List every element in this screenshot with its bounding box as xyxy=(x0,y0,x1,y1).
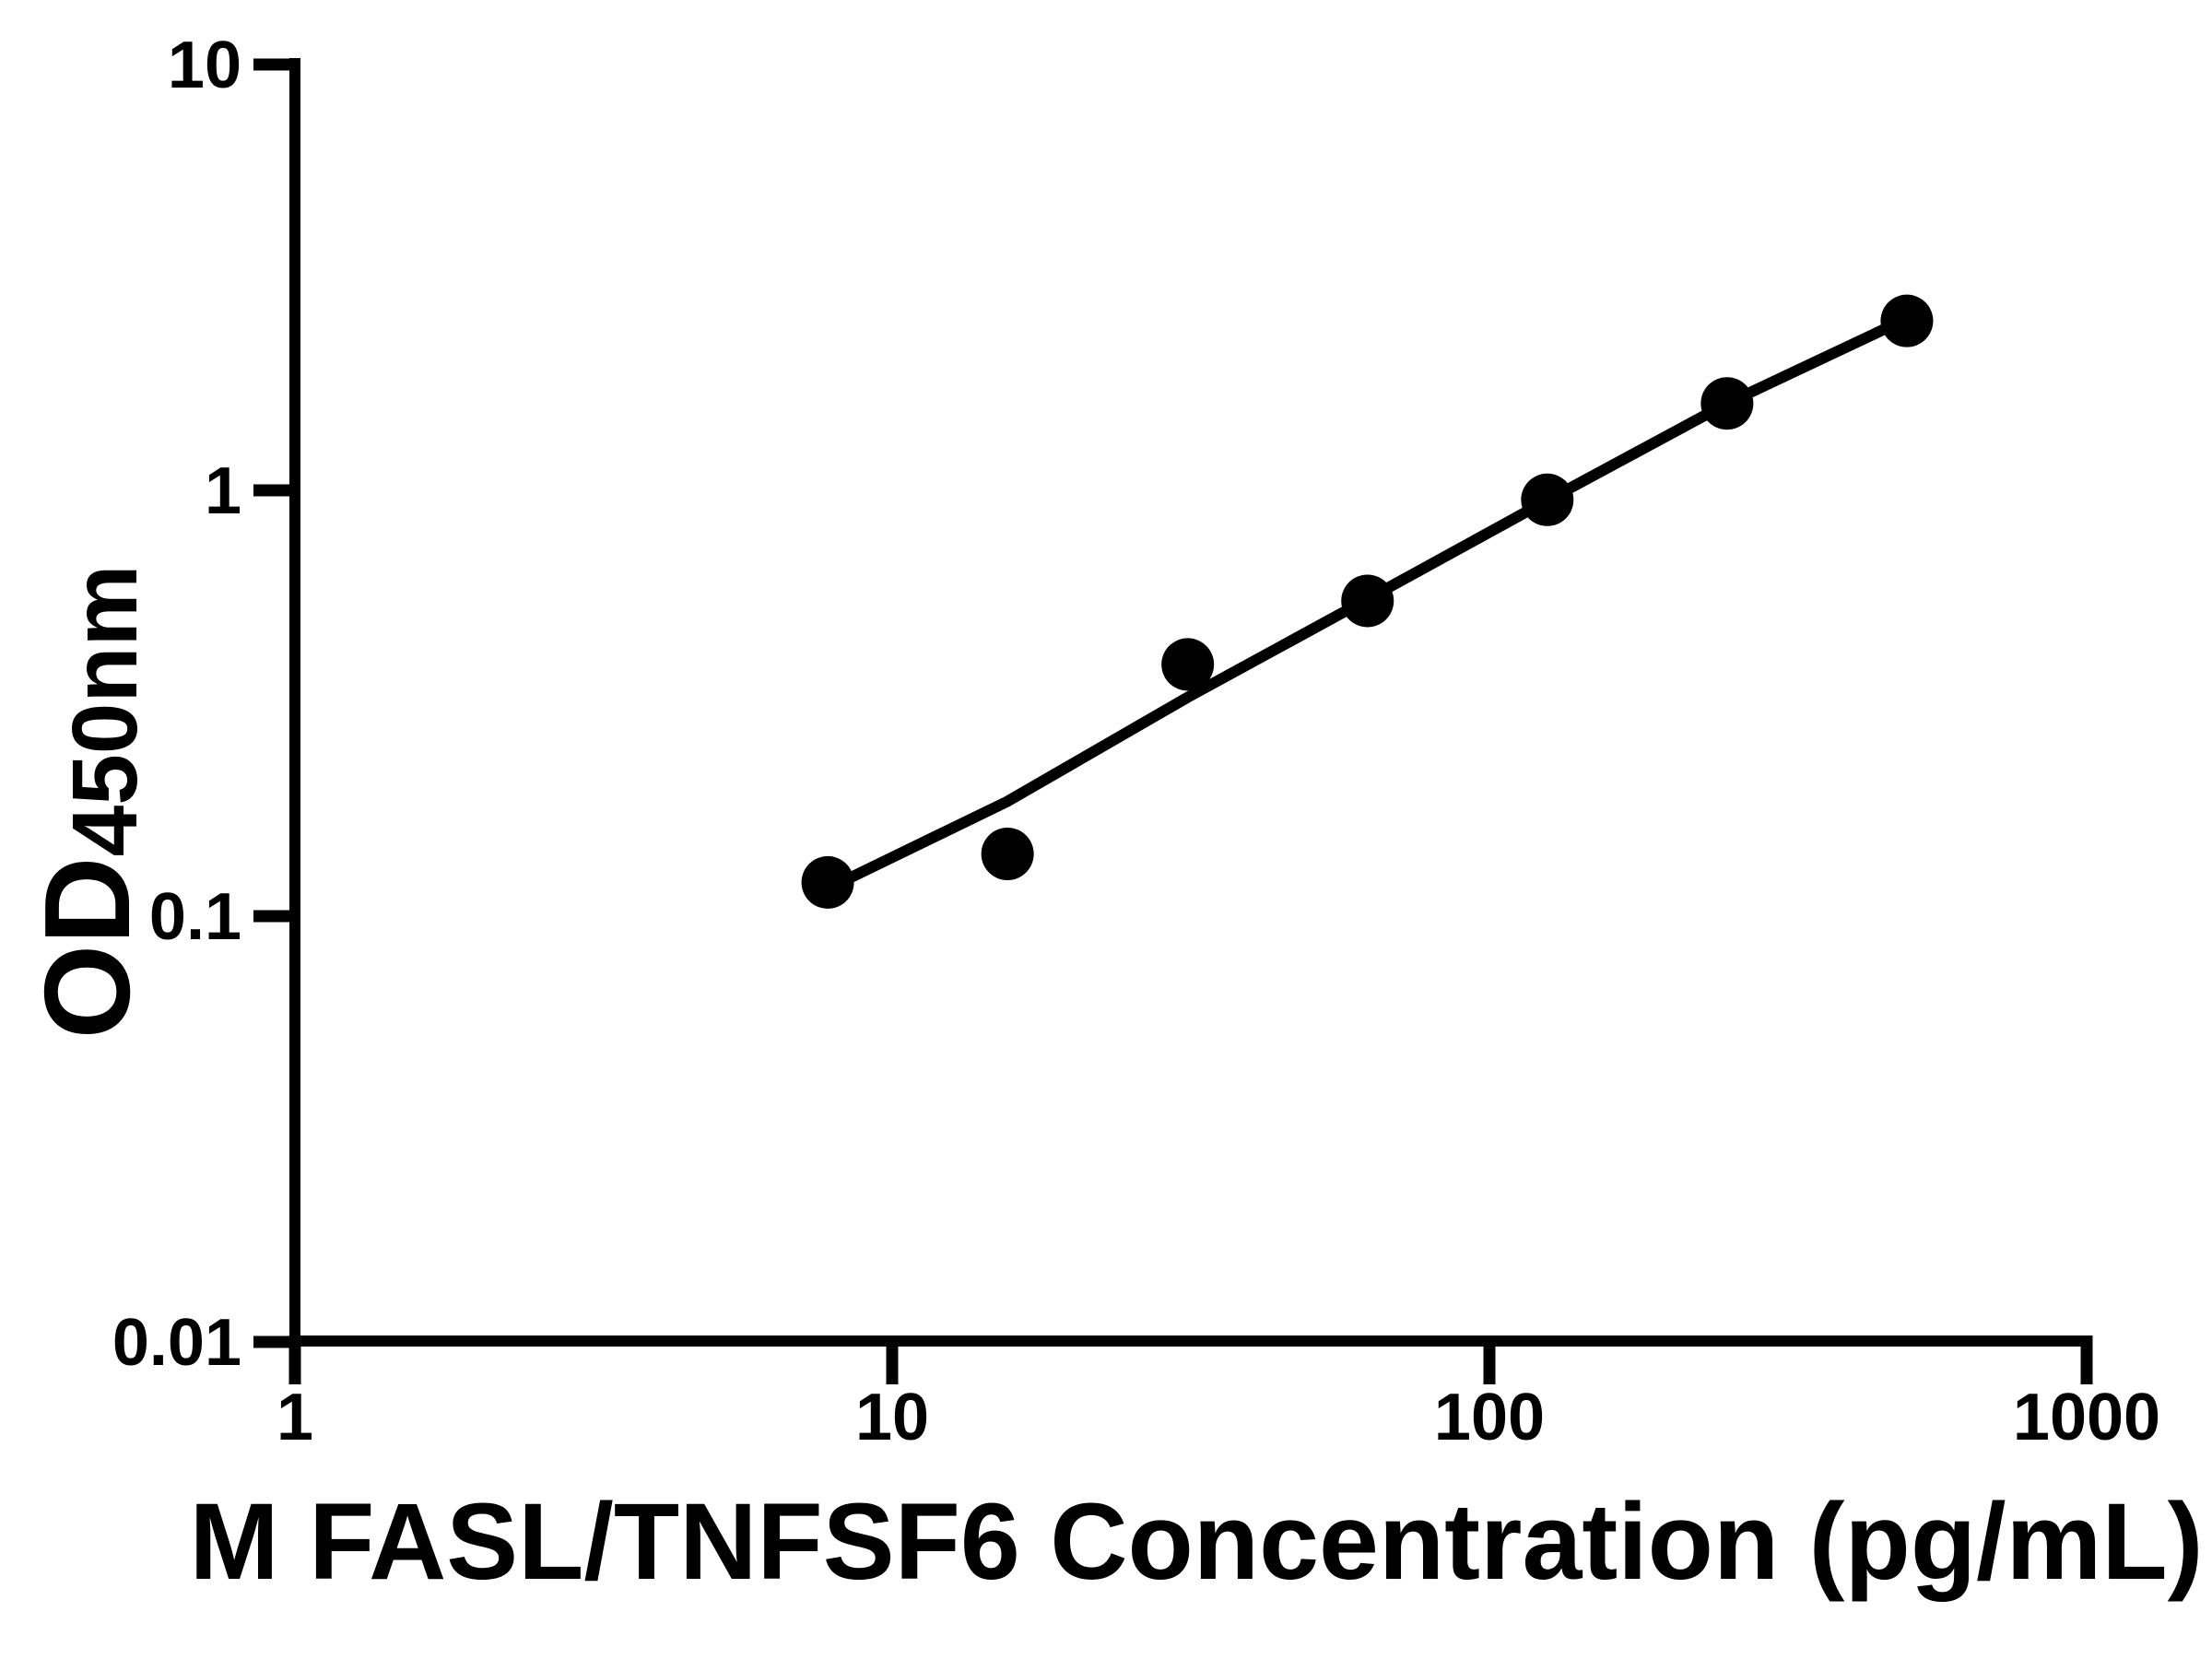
y-tick-label: 1 xyxy=(205,454,241,528)
data-point xyxy=(981,827,1034,880)
x-axis-title: M FASL/TNFSF6 Concentration (pg/mL) xyxy=(190,1481,2204,1603)
y-axis-title: OD450nm xyxy=(19,565,157,1040)
data-point xyxy=(1700,377,1754,430)
axis-ticks: 10 1 0.1 0.01 1 10 100 1000 xyxy=(112,29,2160,1454)
x-tick-label: 1000 xyxy=(2013,1381,2160,1454)
y-axis-title-main: OD xyxy=(19,856,155,1039)
y-axis-title-sub: 450nm xyxy=(53,565,157,857)
data-point xyxy=(1521,473,1574,526)
y-tick-label: 10 xyxy=(168,29,241,102)
y-tick-label: 0.01 xyxy=(112,1306,241,1380)
data-series xyxy=(801,294,1934,909)
data-point xyxy=(801,855,854,909)
data-point xyxy=(1161,638,1215,691)
x-tick-label: 1 xyxy=(276,1381,313,1454)
x-tick-label: 10 xyxy=(855,1381,929,1454)
y-tick-label: 0.1 xyxy=(149,880,241,954)
x-tick-label: 100 xyxy=(1434,1381,1545,1454)
data-point xyxy=(1880,294,1934,347)
data-point xyxy=(1341,574,1394,628)
